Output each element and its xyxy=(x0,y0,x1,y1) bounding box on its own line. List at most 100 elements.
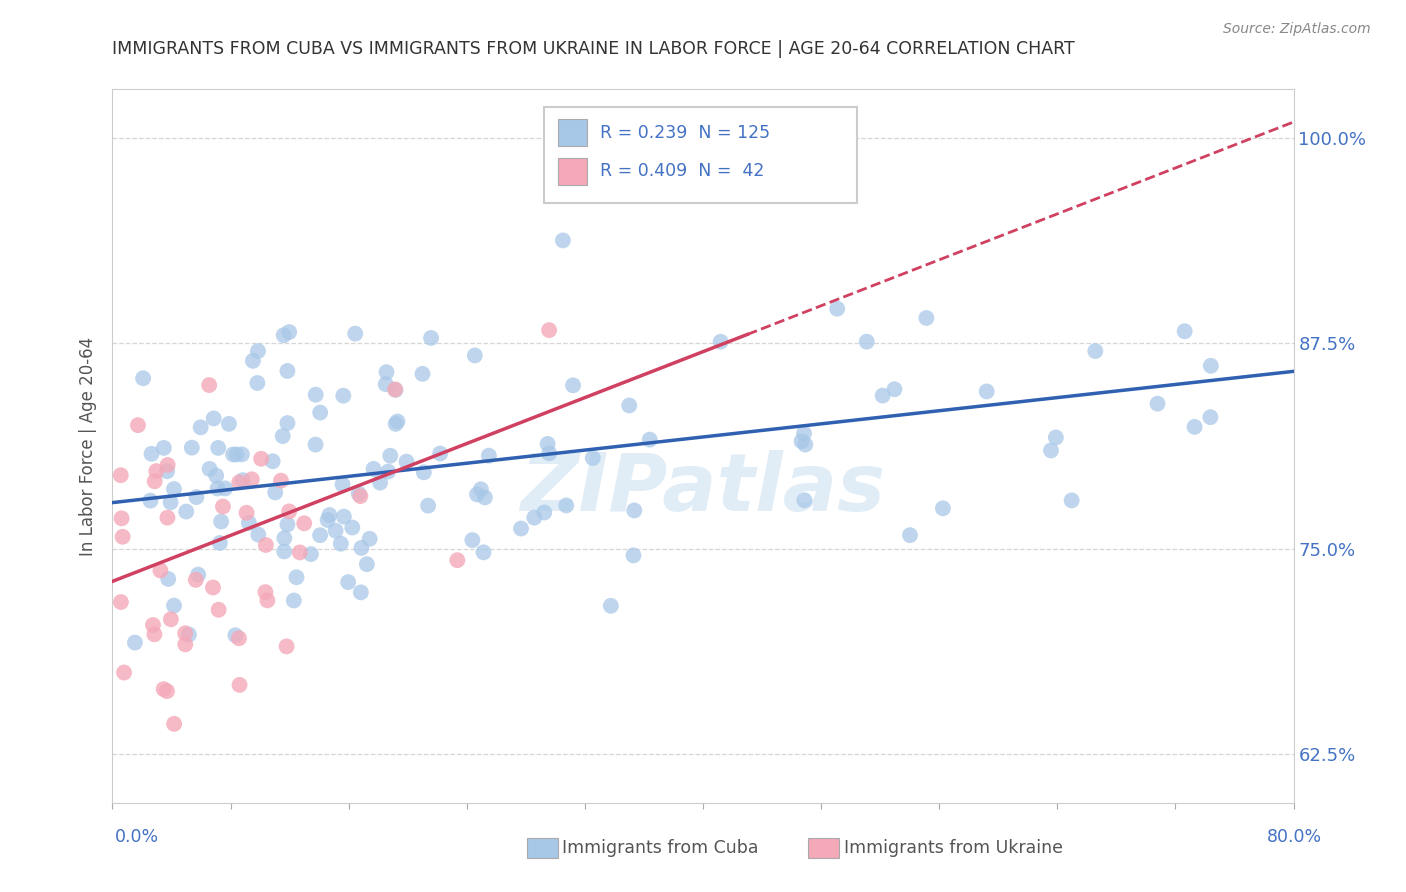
Point xyxy=(465,487,488,501)
Point xyxy=(209,515,232,529)
Point xyxy=(898,528,921,542)
Point xyxy=(347,487,370,501)
Point xyxy=(270,474,292,488)
Text: Source: ZipAtlas.com: Source: ZipAtlas.com xyxy=(1223,22,1371,37)
Point xyxy=(232,473,254,487)
Point xyxy=(228,678,250,692)
Point xyxy=(187,567,209,582)
Point xyxy=(127,418,149,433)
Point xyxy=(304,437,326,451)
Point xyxy=(285,570,308,584)
Point xyxy=(141,447,163,461)
Point xyxy=(124,635,146,649)
Point xyxy=(288,545,311,559)
Point xyxy=(429,446,451,460)
Point xyxy=(152,682,174,697)
Text: Immigrants from Cuba: Immigrants from Cuba xyxy=(562,839,759,857)
Point xyxy=(329,537,352,551)
Point xyxy=(883,382,905,396)
Point xyxy=(273,544,295,558)
Point xyxy=(333,509,356,524)
Point xyxy=(533,506,555,520)
Point xyxy=(143,627,166,641)
Point xyxy=(855,334,877,349)
Point xyxy=(356,558,378,572)
Point xyxy=(156,510,179,524)
Point xyxy=(273,531,295,545)
Point xyxy=(273,328,295,343)
Point xyxy=(228,631,250,645)
Text: 80.0%: 80.0% xyxy=(1267,828,1322,846)
Point xyxy=(582,450,605,465)
Text: 0.0%: 0.0% xyxy=(115,828,159,846)
Point xyxy=(478,449,501,463)
Point xyxy=(325,524,347,538)
Point xyxy=(309,528,332,542)
Point xyxy=(163,717,186,731)
Point xyxy=(344,326,367,341)
Point xyxy=(143,475,166,489)
Point xyxy=(205,468,228,483)
Point xyxy=(278,325,301,339)
Bar xyxy=(558,158,588,185)
Point xyxy=(305,388,328,402)
Text: R = 0.239  N = 125: R = 0.239 N = 125 xyxy=(600,124,770,142)
Point xyxy=(638,433,661,447)
Point xyxy=(332,477,354,491)
Point xyxy=(350,541,373,555)
Point xyxy=(412,466,434,480)
Point xyxy=(276,517,298,532)
Point xyxy=(174,637,197,651)
Point xyxy=(202,411,225,425)
Point xyxy=(250,451,273,466)
Point xyxy=(623,503,645,517)
Point xyxy=(246,376,269,390)
Point xyxy=(208,536,231,550)
Point xyxy=(384,417,406,431)
Point xyxy=(278,504,301,518)
Point xyxy=(149,564,172,578)
Point xyxy=(111,530,134,544)
Point xyxy=(254,585,277,599)
Point xyxy=(231,447,253,461)
Point xyxy=(384,383,406,397)
Point xyxy=(316,513,339,527)
Point xyxy=(1174,324,1197,338)
Point xyxy=(342,520,364,534)
Point xyxy=(156,464,179,478)
Point xyxy=(318,508,340,522)
Y-axis label: In Labor Force | Age 20-64: In Labor Force | Age 20-64 xyxy=(79,336,97,556)
Point xyxy=(157,572,180,586)
Point xyxy=(1199,359,1222,373)
Point xyxy=(225,448,247,462)
Point xyxy=(190,420,212,434)
Point xyxy=(246,344,269,359)
Point xyxy=(538,323,561,337)
Point xyxy=(619,399,641,413)
Point xyxy=(238,516,260,530)
Point xyxy=(380,449,402,463)
Point xyxy=(794,437,817,451)
Point xyxy=(110,511,132,525)
Point xyxy=(198,462,221,476)
Text: ZIPatlas: ZIPatlas xyxy=(520,450,886,528)
Point xyxy=(363,462,385,476)
Point xyxy=(180,441,202,455)
Point xyxy=(793,493,815,508)
Point xyxy=(377,465,399,479)
Point xyxy=(551,234,574,248)
Point xyxy=(464,348,486,362)
Point xyxy=(915,310,938,325)
Point xyxy=(242,353,264,368)
Point xyxy=(214,482,236,496)
Point xyxy=(163,599,186,613)
Point xyxy=(623,549,645,563)
Point xyxy=(536,437,558,451)
Point xyxy=(224,628,246,642)
Point xyxy=(420,331,443,345)
Point xyxy=(375,365,398,379)
Point xyxy=(416,499,439,513)
Point xyxy=(309,406,332,420)
Text: IMMIGRANTS FROM CUBA VS IMMIGRANTS FROM UKRAINE IN LABOR FORCE | AGE 20-64 CORRE: IMMIGRANTS FROM CUBA VS IMMIGRANTS FROM … xyxy=(112,40,1076,58)
Point xyxy=(976,384,998,399)
